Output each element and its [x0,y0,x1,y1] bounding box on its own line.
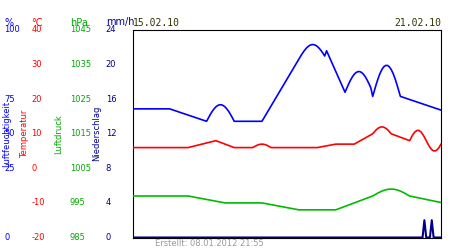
Text: 0: 0 [32,164,37,173]
Text: 20: 20 [106,60,116,69]
Text: -10: -10 [32,198,45,207]
Text: 50: 50 [4,129,15,138]
Text: 0: 0 [106,233,111,242]
Text: 995: 995 [70,198,86,207]
Text: 40: 40 [32,26,42,35]
Text: 75: 75 [4,95,15,104]
Text: 1045: 1045 [70,26,91,35]
Text: 25: 25 [4,164,15,173]
Text: 4: 4 [106,198,111,207]
Text: 24: 24 [106,26,116,35]
Text: 20: 20 [32,95,42,104]
Text: 8: 8 [106,164,111,173]
Text: %: % [4,18,13,28]
Text: 1005: 1005 [70,164,91,173]
Text: 12: 12 [106,129,116,138]
Text: mm/h: mm/h [106,18,134,28]
Text: Erstellt: 08.01.2012 21:55: Erstellt: 08.01.2012 21:55 [155,238,264,248]
Text: 1025: 1025 [70,95,91,104]
Text: 21.02.10: 21.02.10 [394,18,441,28]
Text: 100: 100 [4,26,20,35]
Text: °C: °C [32,18,43,28]
Text: hPa: hPa [70,18,88,28]
Text: Luftfeuchtigkeit: Luftfeuchtigkeit [2,101,11,167]
Text: 16: 16 [106,95,117,104]
Text: 10: 10 [32,129,42,138]
Text: 30: 30 [32,60,42,69]
Text: 985: 985 [70,233,86,242]
Text: -20: -20 [32,233,45,242]
Text: 1035: 1035 [70,60,91,69]
Text: Temperatur: Temperatur [20,110,29,158]
Text: 15.02.10: 15.02.10 [133,18,180,28]
Text: Niederschlag: Niederschlag [92,106,101,162]
Text: Luftdruck: Luftdruck [54,114,63,154]
Text: 1015: 1015 [70,129,91,138]
Text: 0: 0 [4,233,10,242]
